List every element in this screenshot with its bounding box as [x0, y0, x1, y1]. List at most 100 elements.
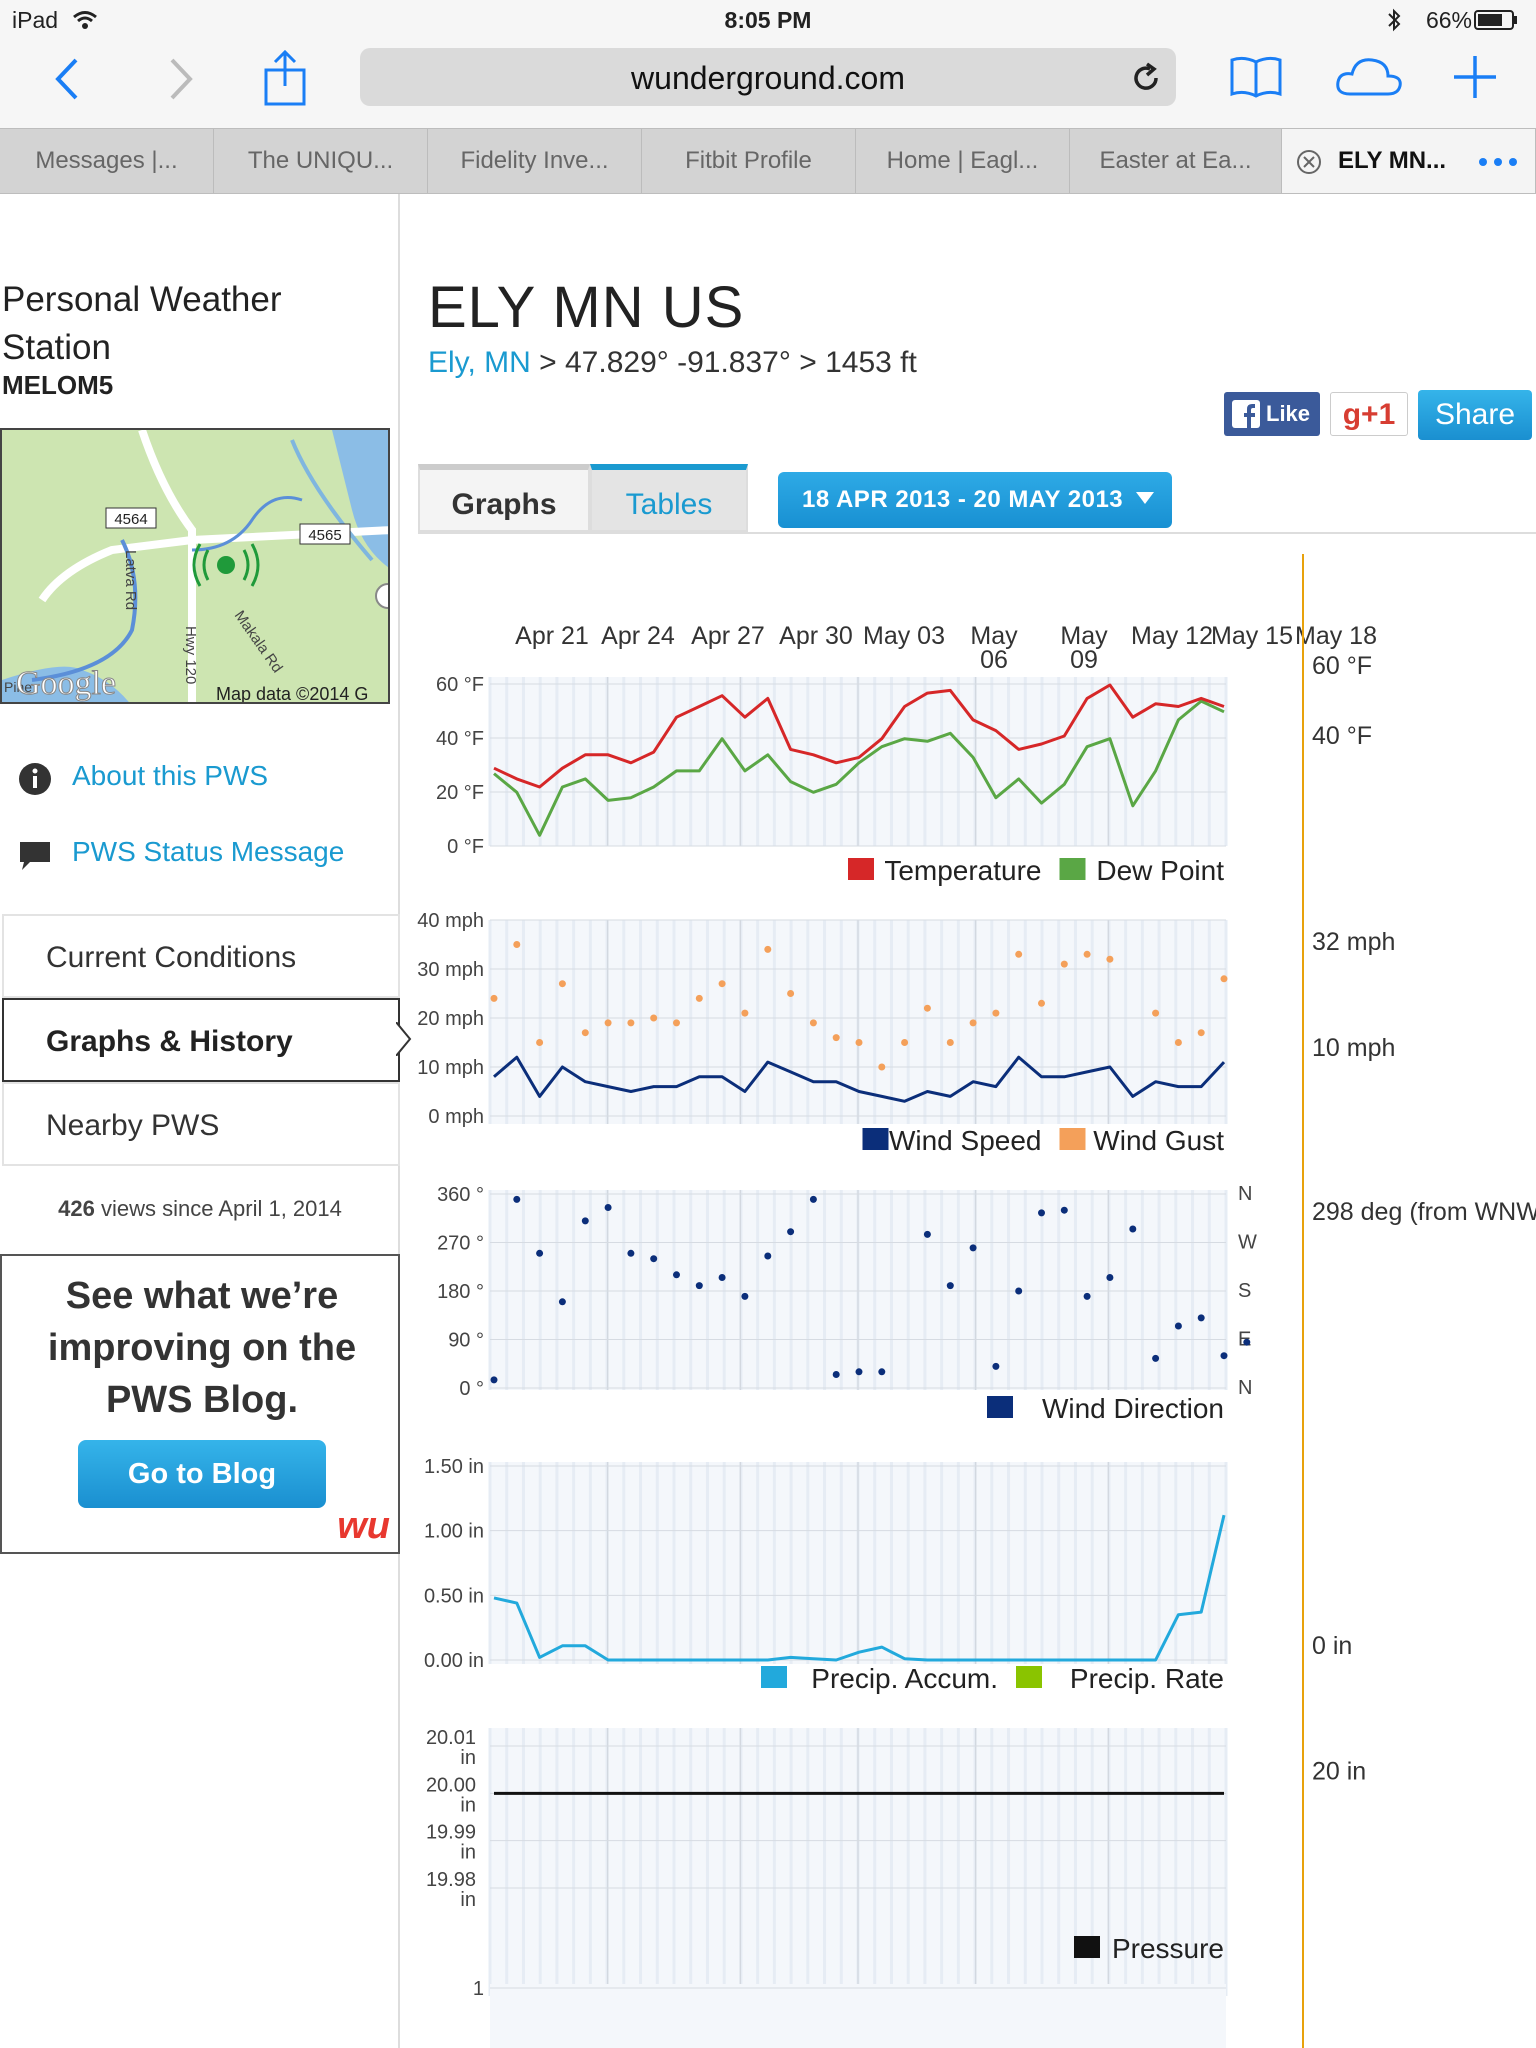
back-icon[interactable] — [52, 56, 82, 102]
legend-label: Wind Speed — [889, 1125, 1042, 1156]
wind-gust-point — [1220, 975, 1228, 983]
y-tick-label: 20 mph — [417, 1008, 484, 1030]
google-plus-button[interactable]: g+1 — [1330, 392, 1408, 436]
wind-gust-point — [490, 994, 498, 1002]
wind-direction-point — [718, 1274, 726, 1281]
close-tab-icon[interactable] — [1296, 149, 1322, 175]
wind-gust-point — [901, 1039, 909, 1046]
legend-swatch — [1059, 858, 1086, 880]
nav-graphs-history[interactable]: Graphs & History — [2, 998, 400, 1082]
x-tick-label: May — [1060, 622, 1108, 650]
separator: > — [539, 346, 557, 379]
y-tick-label: 0.00 in — [424, 1650, 484, 1672]
browser-tab[interactable]: Fidelity Inve... — [428, 129, 642, 193]
y-tick-label: 1.50 in — [424, 1456, 484, 1478]
wind-direction-point — [764, 1252, 772, 1260]
wind-speed-line — [493, 1055, 1226, 1103]
y-tick-unit: in — [460, 1747, 476, 1769]
y-tick-label: 20.00 — [426, 1774, 476, 1796]
url-text: wunderground.com — [631, 60, 905, 96]
share-button[interactable]: Share — [1418, 390, 1532, 440]
wind-gust-point — [1152, 1009, 1160, 1017]
x-tick-label: Apr 24 — [601, 622, 675, 650]
wind-direction-point — [1060, 1206, 1068, 1214]
legend-swatch — [1059, 1128, 1086, 1150]
x-tick-label: 06 — [980, 646, 1008, 674]
station-map[interactable]: 4564 4565 Latva Rd Hwy 120 Makala Rd Pin… — [0, 428, 390, 704]
main-content: ELY MN US Ely, MN > 47.829° -91.837° > 1… — [402, 194, 1536, 2048]
wind-gust-point — [536, 1039, 544, 1046]
map-graphic: 4564 4565 Latva Rd Hwy 120 Makala Rd Pin… — [2, 430, 388, 702]
wu-logo: wu — [337, 1505, 390, 1547]
wifi-icon — [73, 11, 97, 29]
wind-gust-point — [650, 1014, 658, 1022]
wind-gust-point — [673, 1019, 680, 1027]
more-icon[interactable] — [1478, 157, 1518, 167]
wind-direction-point — [787, 1228, 795, 1236]
browser-tab[interactable]: Easter at Ea... — [1070, 129, 1282, 193]
legend-label: Wind Gust — [1093, 1125, 1224, 1156]
wind-direction-point — [673, 1271, 680, 1279]
legend-swatch — [761, 1666, 787, 1688]
share-icon[interactable] — [262, 50, 308, 106]
city-link[interactable]: Ely, MN — [428, 346, 531, 379]
wind-direction-chart: 360 °270 °180 °90 °0 °NWSEN298 deg (from… — [437, 1183, 1536, 1424]
cloud-icon[interactable] — [1334, 54, 1404, 100]
cursor-value-label: 60 °F — [1312, 652, 1372, 680]
tab-graphs[interactable]: Graphs — [418, 464, 590, 532]
new-tab-icon[interactable] — [1452, 54, 1498, 100]
browser-tab[interactable]: Home | Eagl... — [856, 129, 1070, 193]
station-name: ELY MN US — [428, 275, 745, 340]
pws-status-link[interactable]: PWS Status Message — [72, 836, 345, 867]
date-range-dropdown[interactable]: 18 APR 2013 - 20 MAY 2013 — [778, 472, 1172, 528]
browser-tab[interactable]: Messages |... — [0, 129, 214, 193]
cursor-value-label: 10 mph — [1312, 1034, 1395, 1062]
like-label: Like — [1266, 401, 1311, 426]
wind-gust-point — [1197, 1029, 1205, 1037]
plus-label: g+1 — [1342, 398, 1396, 431]
wind-gust-point — [923, 1004, 931, 1012]
wind-gust-point — [787, 990, 795, 997]
wind-gust-point — [1083, 950, 1091, 958]
blog-ad: See what we’re improving on the PWS Blog… — [0, 1254, 400, 1554]
plot-background — [490, 1984, 1226, 2048]
facebook-like-button[interactable]: Like — [1224, 392, 1320, 436]
nav-nearby-pws[interactable]: Nearby PWS — [2, 1082, 400, 1166]
go-to-blog-button[interactable]: Go to Blog — [78, 1440, 326, 1508]
wind-direction-point — [992, 1362, 1000, 1370]
graphs: 60 °F 40 °F 20 °F 0 °F Apr 21 Apr 24 Apr 27 Apr… — [417, 554, 1536, 2048]
y-tick-label: 40 mph — [417, 910, 484, 932]
y-tick-label: 19.98 — [426, 1869, 476, 1891]
wind-direction-point — [604, 1204, 612, 1211]
nav-current-conditions[interactable]: Current Conditions — [2, 914, 400, 998]
wind-direction-point — [513, 1195, 521, 1203]
legend-label: Precip. Accum. — [811, 1663, 998, 1694]
y-tick-label: 19.99 — [426, 1822, 476, 1844]
wind-direction-point — [1174, 1322, 1182, 1330]
y-tick-label: 90 ° — [448, 1330, 484, 1352]
y-tick-unit: in — [460, 1842, 476, 1864]
wind-gust-point — [513, 941, 521, 948]
browser-toolbar: wunderground.com — [0, 40, 1536, 128]
wind-direction-point — [1220, 1352, 1228, 1360]
legend-label: Dew Point — [1096, 855, 1224, 886]
dew-point-line — [493, 699, 1225, 837]
cursor-value-label: 40 °F — [1312, 722, 1372, 750]
bookmarks-icon[interactable] — [1228, 54, 1284, 100]
status-bar: iPad 8:05 PM 66% — [0, 0, 1536, 40]
wind-direction-point — [923, 1230, 931, 1238]
wind-direction-point — [1152, 1354, 1160, 1362]
legend-swatch — [1016, 1666, 1042, 1688]
about-pws-link[interactable]: About this PWS — [72, 760, 269, 791]
y-tick-label: 0 ° — [459, 1378, 484, 1400]
url-bar[interactable]: wunderground.com — [360, 48, 1176, 106]
views-count: 426 — [58, 1196, 95, 1221]
forward-icon[interactable] — [166, 56, 196, 102]
y-tick-label: 1.00 in — [424, 1521, 484, 1543]
browser-tab-active[interactable]: ELY MN... — [1282, 129, 1536, 193]
reload-icon[interactable] — [1130, 62, 1162, 94]
browser-tab[interactable]: The UNIQU... — [214, 129, 428, 193]
browser-tab[interactable]: Fitbit Profile — [642, 129, 856, 193]
wind-gust-point — [581, 1029, 589, 1037]
tab-tables[interactable]: Tables — [590, 464, 748, 532]
